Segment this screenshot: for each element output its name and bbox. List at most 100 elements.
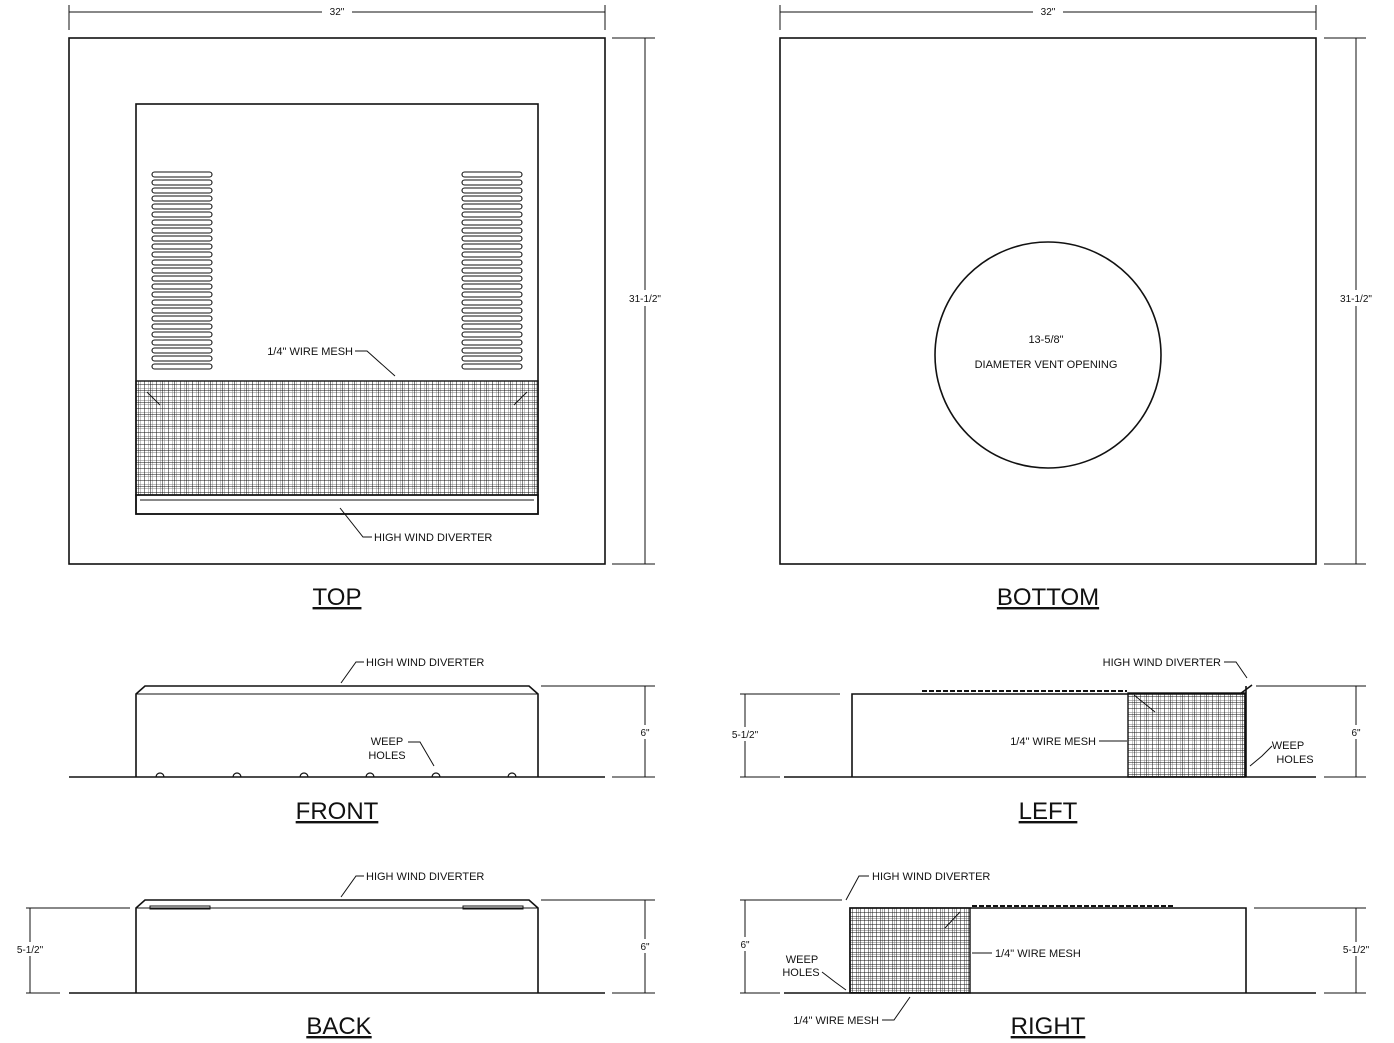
louver-slat <box>151 171 213 178</box>
louver-slat <box>151 355 213 362</box>
right-diverter-label: HIGH WIND DIVERTER <box>872 871 990 883</box>
back-view-title: BACK <box>306 1013 371 1040</box>
bottom-view: 32" 31-1/2" 13-5/8" DIAMETER VENT OPENIN… <box>779 5 1385 611</box>
louver-slat <box>151 235 213 242</box>
weep-hole <box>431 772 441 778</box>
top-wire-mesh-label: 1/4" WIRE MESH <box>267 346 353 358</box>
weep-hole <box>155 772 165 778</box>
back-short-dimension: 5-1/2" <box>17 945 44 956</box>
louver-slat <box>461 331 523 338</box>
louver-slat <box>151 323 213 330</box>
louver-slat <box>461 347 523 354</box>
top-high-wind-diverter <box>135 494 539 515</box>
right-bottom-wire-mesh-label: 1/4" WIRE MESH <box>793 1015 879 1027</box>
louver-slat <box>461 323 523 330</box>
top-outline <box>68 37 606 565</box>
top-diverter-label: HIGH WIND DIVERTER <box>374 532 492 544</box>
left-diverter-label: HIGH WIND DIVERTER <box>1103 657 1221 669</box>
weep-hole <box>299 772 309 778</box>
louver-slat <box>151 315 213 322</box>
louver-slat <box>461 259 523 266</box>
top-width-dimension: 32" <box>330 7 345 18</box>
louver-slat <box>151 219 213 226</box>
louver-slat <box>461 187 523 194</box>
top-view: 32" 31-1/2" 1/4" WIRE MESH HIGH WIND DIV… <box>68 5 674 611</box>
louver-slat <box>151 203 213 210</box>
louver-slat <box>461 267 523 274</box>
vent-description-label: DIAMETER VENT OPENING <box>975 359 1118 371</box>
front-view-title: FRONT <box>296 798 379 825</box>
right-wire-mesh-label: 1/4" WIRE MESH <box>995 948 1081 960</box>
louver-slat <box>151 187 213 194</box>
louver-slat <box>151 179 213 186</box>
louver-slat <box>461 179 523 186</box>
front-height-dimension: 6" <box>640 728 650 739</box>
bottom-outline <box>779 37 1317 565</box>
louver-slat <box>151 259 213 266</box>
louver-slat <box>151 251 213 258</box>
left-weep-label: WEEP <box>1272 740 1304 752</box>
left-wire-mesh-label: 1/4" WIRE MESH <box>1010 736 1096 748</box>
louver-slat <box>461 339 523 346</box>
louver-slat <box>151 291 213 298</box>
louver-slat <box>461 299 523 306</box>
louver-slat <box>461 227 523 234</box>
louver-slat <box>461 235 523 242</box>
vent-opening-circle <box>934 241 1162 469</box>
front-weep-holes <box>155 772 517 778</box>
front-view: 6" HIGH WIND DIVERTER WEEP HOLES FRONT <box>69 657 655 825</box>
louver-slat <box>151 283 213 290</box>
weep-hole <box>365 772 375 778</box>
louver-slat <box>461 195 523 202</box>
left-tall-dimension: 6" <box>1351 728 1361 739</box>
louver-slat <box>151 275 213 282</box>
bottom-depth-dimension: 31-1/2" <box>1340 294 1372 305</box>
louver-slat <box>151 347 213 354</box>
louver-slat <box>461 243 523 250</box>
front-diverter-label: HIGH WIND DIVERTER <box>366 657 484 669</box>
front-holes-label: HOLES <box>368 750 405 762</box>
louver-slat <box>461 355 523 362</box>
left-short-dimension: 5-1/2" <box>732 730 759 741</box>
bottom-width-dimension: 32" <box>1041 7 1056 18</box>
back-diverter-label: HIGH WIND DIVERTER <box>366 871 484 883</box>
right-view: 6" 5-1/2" HIGH WIND DIVERTER 1/4" WIRE M… <box>736 871 1382 1040</box>
louver-slat <box>461 203 523 210</box>
right-tall-dimension: 6" <box>740 940 750 951</box>
louver-slat <box>461 291 523 298</box>
louver-slat <box>151 243 213 250</box>
weep-hole <box>232 772 242 778</box>
louver-slat <box>151 331 213 338</box>
left-louver <box>151 171 213 370</box>
back-tall-dimension: 6" <box>640 942 650 953</box>
louver-slat <box>461 219 523 226</box>
left-view: 5-1/2" 6" HIGH WIND DIVERTER 1/4" WIRE M… <box>718 657 1366 825</box>
louver-slat <box>461 171 523 178</box>
louver-slat <box>461 251 523 258</box>
louver-slat <box>461 275 523 282</box>
right-view-title: RIGHT <box>1011 1013 1086 1040</box>
louver-slat <box>461 315 523 322</box>
right-short-dimension: 5-1/2" <box>1343 945 1370 956</box>
back-view: 5-1/2" 6" HIGH WIND DIVERTER BACK <box>2 871 655 1040</box>
bottom-view-title: BOTTOM <box>997 584 1099 611</box>
louver-slat <box>461 283 523 290</box>
louver-slat <box>151 299 213 306</box>
right-louver <box>461 171 523 370</box>
louver-slat <box>151 307 213 314</box>
louver-slat <box>461 363 523 370</box>
top-depth-dimension: 31-1/2" <box>629 294 661 305</box>
louver-slat <box>461 211 523 218</box>
louver-slat <box>151 227 213 234</box>
left-body <box>851 693 1246 777</box>
louver-slat <box>461 307 523 314</box>
left-view-title: LEFT <box>1019 798 1078 825</box>
front-weep-label: WEEP <box>371 736 403 748</box>
left-holes-label: HOLES <box>1276 754 1313 766</box>
vent-size-label: 13-5/8" <box>1028 334 1063 346</box>
louver-slat <box>151 363 213 370</box>
louver-slat <box>151 339 213 346</box>
front-body <box>135 685 539 777</box>
top-view-title: TOP <box>313 584 362 611</box>
